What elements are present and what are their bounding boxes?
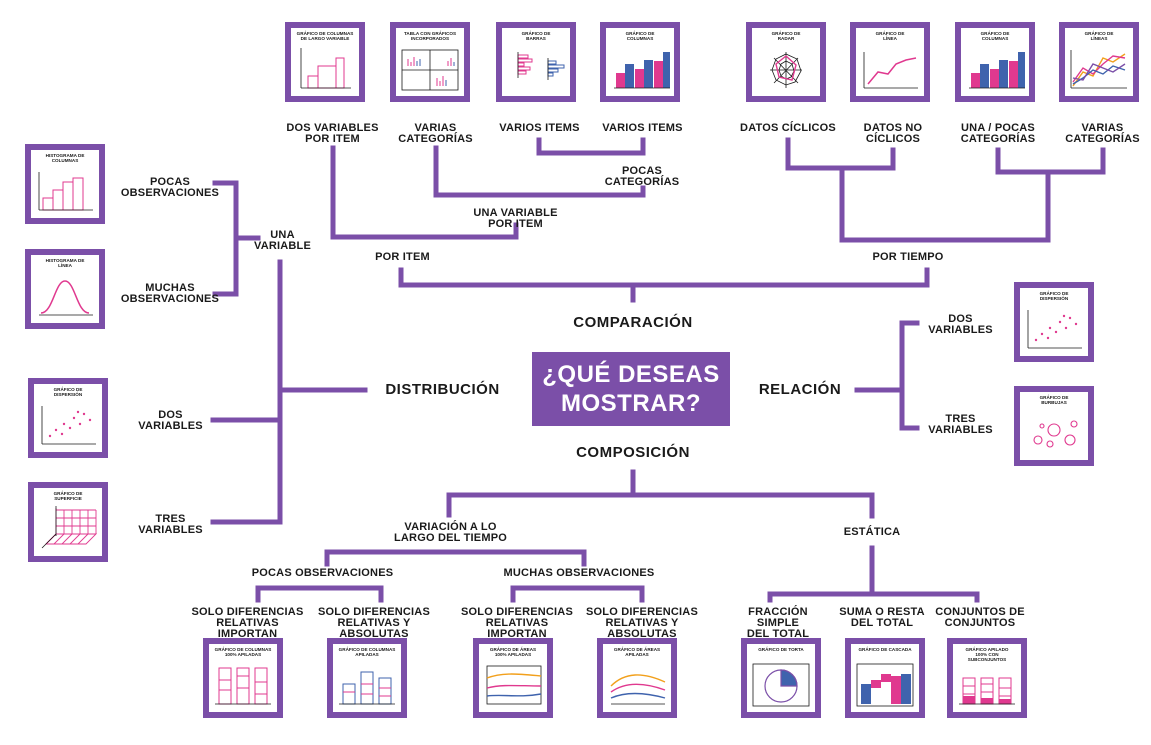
surface-chart-icon <box>41 506 98 549</box>
card-areas-100: GRÁFICO DE ÁREAS 100% APILADAS <box>473 638 553 718</box>
stacked-area-icon <box>610 674 666 705</box>
label-suma-resta: SUMA O RESTA DEL TOTAL <box>839 606 925 629</box>
label-varias-categorias-1: VARIAS CATEGORÍAS <box>398 122 473 145</box>
branch-distribucion: DISTRIBUCIÓN <box>385 381 500 398</box>
connector-pocas-obs <box>255 585 384 603</box>
column-chart-icon <box>969 52 1025 89</box>
card-columnas-top: GRÁFICO DE COLUMNAS <box>600 22 680 102</box>
card-dispersion-right: GRÁFICO DE DISPERSIÓN <box>1014 282 1094 362</box>
connector-estatica <box>767 591 980 603</box>
card-lineas-top: GRÁFICO DE LÍNEAS <box>1059 22 1139 102</box>
label-pocas-observaciones-left: POCAS OBSERVACIONES <box>120 176 220 199</box>
card-linea-top: GRÁFICO DE LÍNEA <box>850 22 930 102</box>
label-muchas-observaciones-left: MUCHAS OBSERVACIONES <box>120 282 220 305</box>
label-conjuntos: CONJUNTOS DE CONJUNTOS <box>935 606 1025 629</box>
card-columnas-apiladas: GRÁFICO DE COLUMNAS APILADAS <box>327 638 407 718</box>
label-fraccion-simple: FRACCIÓN SIMPLE DEL TOTAL <box>746 606 810 640</box>
card-histograma-columnas: HISTOGRAMA DE COLUMNAS <box>25 144 105 224</box>
card-columnas-top2: GRÁFICO DE COLUMNAS <box>955 22 1035 102</box>
card-areas-apiladas: GRÁFICO DE ÁREAS APILADAS <box>597 638 677 718</box>
branch-composicion: COMPOSICIÓN <box>576 444 690 461</box>
label-variacion-tiempo: VARIACIÓN A LO LARGO DEL TIEMPO <box>393 521 507 544</box>
connector-una-variable <box>433 145 646 198</box>
card-radar: GRÁFICO DE RADAR <box>746 22 826 102</box>
card-dispersion-left: GRÁFICO DE DISPERSIÓN <box>28 378 108 458</box>
histogram-line-icon <box>39 280 93 316</box>
connector-varios-items <box>536 137 646 156</box>
card-cascada: GRÁFICO DE CASCADA <box>845 638 925 718</box>
label-varios-items-1: VARIOS ITEMS <box>499 122 580 134</box>
label-tres-variables-right: TRES VARIABLES <box>928 413 993 436</box>
embedded-table-icon <box>401 49 459 91</box>
label-por-tiempo: POR TIEMPO <box>872 251 944 263</box>
label-dos-variables-por-item: DOS VARIABLES POR ITEM <box>286 122 379 145</box>
connector-distribucion-spine <box>210 259 283 525</box>
label-pocas-observaciones-bottom: POCAS OBSERVACIONES <box>251 567 394 579</box>
connector-por-item-por-tiempo <box>398 267 930 288</box>
label-estatica: ESTÁTICA <box>843 526 901 538</box>
connector-comp-split <box>446 492 875 519</box>
card-histograma-linea: HISTOGRAMA DE LÍNEA <box>25 249 105 329</box>
bubble-chart-icon <box>1033 420 1078 448</box>
card-columnas-100: GRÁFICO DE COLUMNAS 100% APILADAS <box>203 638 283 718</box>
bar-chart-icon <box>517 52 565 80</box>
stacked-100-column-icon <box>215 667 271 705</box>
connector-relacion-branch <box>899 320 920 431</box>
variable-width-column-icon <box>300 48 351 89</box>
connector-por-tiempo-join <box>839 165 1051 243</box>
card-torta: GRÁFICO DE TORTA <box>741 638 821 718</box>
label-solo-relativas-2: SOLO DIFERENCIAS RELATIVAS IMPORTAN <box>461 606 573 640</box>
stacked-column-icon <box>339 671 395 705</box>
card-barras: GRÁFICO DE BARRAS <box>496 22 576 102</box>
connector-variacion <box>324 549 587 567</box>
card-burbujas: GRÁFICO DE BURBUJAS <box>1014 386 1094 466</box>
card-superficie: GRÁFICO DE SUPERFICIE <box>28 482 108 562</box>
label-dos-variables-right: DOS VARIABLES <box>928 313 993 336</box>
multi-line-chart-icon <box>1070 50 1127 89</box>
label-tres-variables-left: TRES VARIABLES <box>138 513 203 536</box>
pie-chart-icon <box>752 663 810 707</box>
label-datos-no-ciclicos: DATOS NO CÍCLICOS <box>863 122 923 145</box>
label-muchas-observaciones-bottom: MUCHAS OBSERVACIONES <box>503 567 655 579</box>
connector-una-variable-left <box>212 180 239 297</box>
label-una-variable: UNA VARIABLE <box>253 229 311 252</box>
label-solo-relativas-1: SOLO DIFERENCIAS RELATIVAS IMPORTAN <box>191 606 304 640</box>
branch-relacion: RELACIÓN <box>758 381 842 398</box>
label-una-pocas-categorias: UNA / POCAS CATEGORÍAS <box>960 122 1036 145</box>
center-question: ¿QUÉ DESEAS MOSTRAR? <box>532 352 730 426</box>
card-apilado-subconjuntos: GRÁFICO APILADO 100% CON SUBCONJUNTOS <box>947 638 1027 718</box>
radar-chart-icon <box>770 52 802 88</box>
column-chart-icon <box>614 52 670 89</box>
label-varios-items-2: VARIOS ITEMS <box>602 122 683 134</box>
card-columnas-largo-variable: GRÁFICO DE COLUMNAS DE LARGO VARIABLE <box>285 22 365 102</box>
label-pocas-categorias: POCAS CATEGORÍAS <box>604 165 680 188</box>
waterfall-chart-icon <box>856 663 914 707</box>
histogram-columns-icon <box>38 172 93 211</box>
label-datos-ciclicos: DATOS CÍCLICOS <box>740 122 836 134</box>
label-una-variable-por-item: UNA VARIABLE POR ITEM <box>473 207 558 230</box>
branch-comparacion: COMPARACIÓN <box>573 314 693 331</box>
scatter-plot-icon <box>1027 310 1082 349</box>
connector-por-item-branch <box>330 145 519 240</box>
line-chart-icon <box>863 52 918 89</box>
label-varias-categorias-2: VARIAS CATEGORÍAS <box>1065 122 1140 145</box>
card-tabla-graficos: TABLA CON GRÁFICOS INCORPORADOS <box>390 22 470 102</box>
connector-por-tiempo-right <box>995 147 1106 175</box>
label-dos-variables-left: DOS VARIABLES <box>138 409 203 432</box>
connector-muchas-obs <box>510 585 645 603</box>
stacked-subset-column-icon <box>959 677 1015 705</box>
label-por-item: POR ITEM <box>375 251 430 263</box>
stacked-100-area-icon <box>486 665 542 705</box>
scatter-plot-icon <box>41 406 96 445</box>
